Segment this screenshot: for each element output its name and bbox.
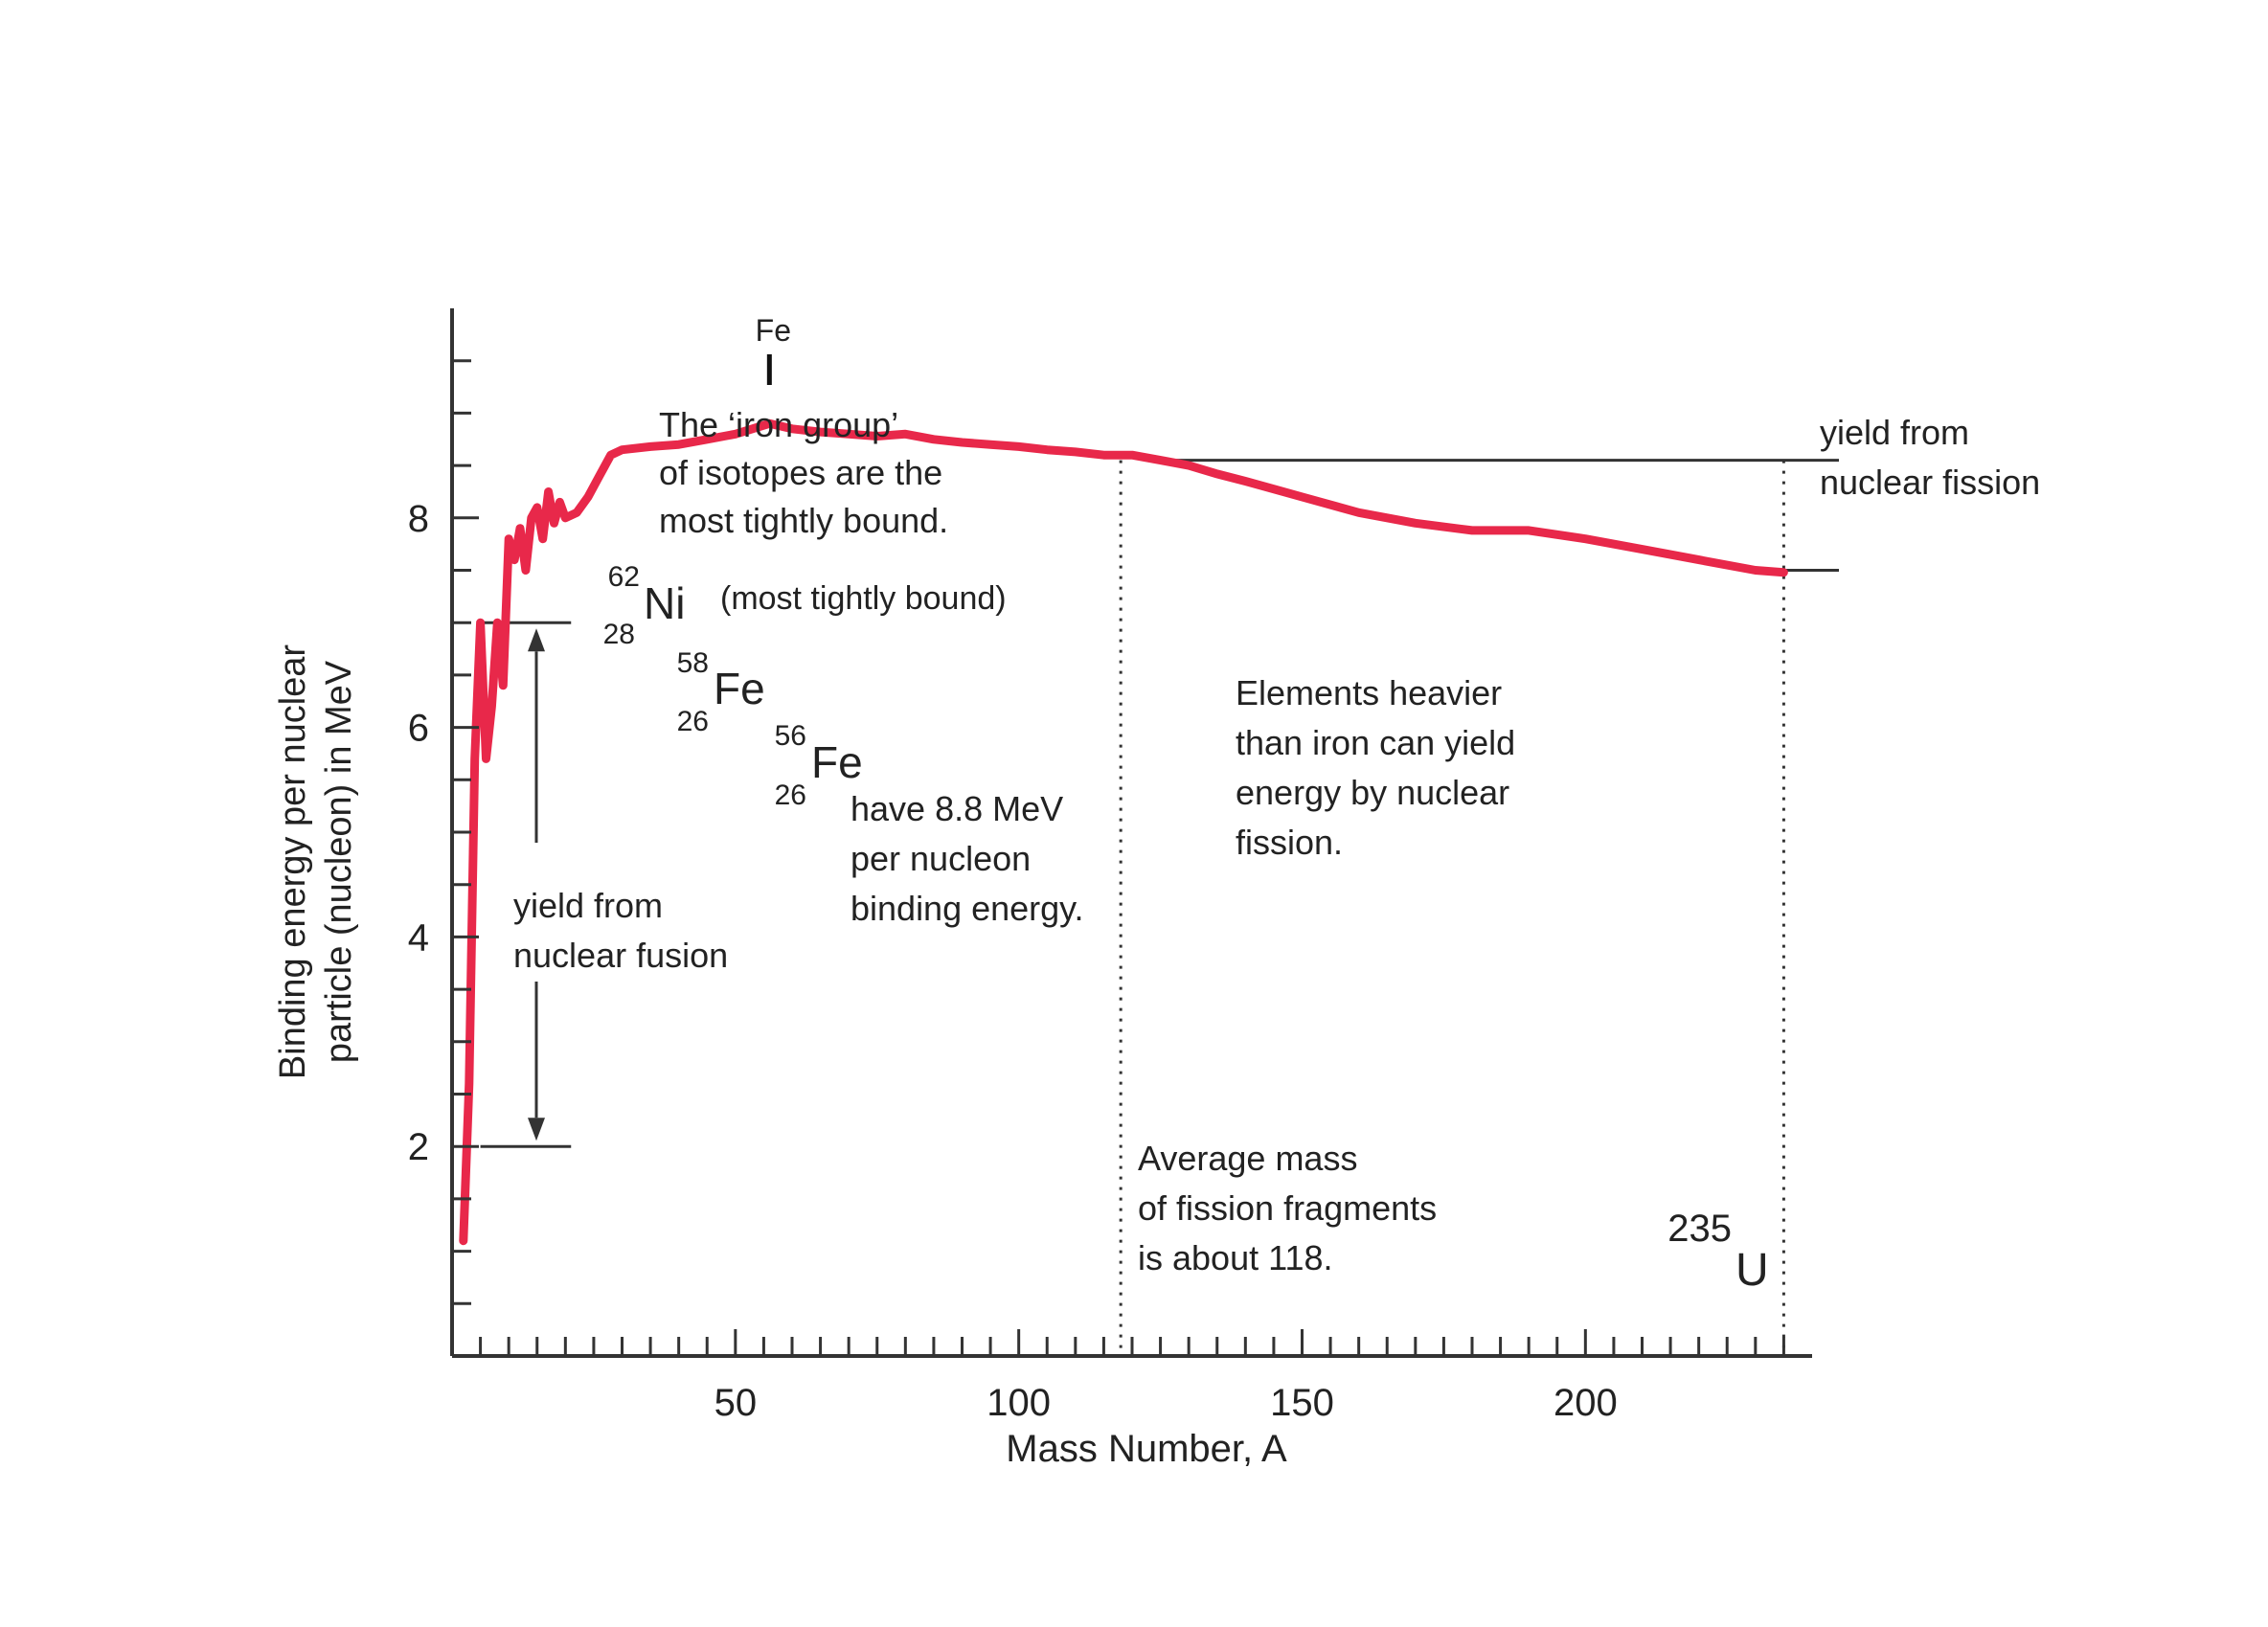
isotope-labels: 62 28 Ni (most tightly bound) 58 26 Fe 5… bbox=[603, 561, 1769, 1296]
annotation-line: The ‘iron group’ bbox=[659, 405, 898, 444]
reference-lines bbox=[480, 354, 1839, 1356]
isotope-symbol: Fe bbox=[714, 664, 765, 713]
y-tick-label: 6 bbox=[408, 708, 429, 750]
annotation-iron-group: The ‘iron group’ of isotopes are the most … bbox=[659, 405, 948, 540]
annotation-line: than iron can yield bbox=[1236, 723, 1515, 762]
annotation-heavier: Elements heavier than iron can yield energ… bbox=[1236, 673, 1515, 862]
x-tick-label: 200 bbox=[1554, 1382, 1618, 1424]
y-ticks: 2 4 6 8 bbox=[408, 359, 479, 1305]
annotation-line: per nucleon bbox=[850, 839, 1031, 878]
isotope-mass-number: 56 bbox=[775, 720, 806, 752]
annotation-line: of isotopes are the bbox=[659, 453, 942, 492]
annotation-line: fission. bbox=[1236, 823, 1343, 862]
isotope-fe-58: 58 26 Fe bbox=[677, 647, 765, 737]
binding-energy-curve bbox=[459, 418, 1788, 1246]
isotope-fe-56: 56 26 Fe bbox=[775, 720, 863, 811]
axes: 50 100 150 200 2 4 6 8 bbox=[408, 308, 1812, 1424]
annotation-line: nuclear fission bbox=[1820, 463, 2040, 502]
annotation-line: of fission fragments bbox=[1138, 1188, 1437, 1228]
annotation-fragments: Average mass of fission fragments is about… bbox=[1138, 1139, 1437, 1277]
annotation-fe-binding: have 8.8 MeV per nucleon binding energy. bbox=[850, 789, 1084, 928]
x-ticks: 50 100 150 200 bbox=[479, 1329, 1785, 1424]
fe-marker-label: Fe bbox=[756, 313, 791, 348]
isotope-ni-62: 62 28 Ni (most tightly bound) bbox=[603, 561, 1007, 650]
annotation-line: is about 118. bbox=[1138, 1238, 1332, 1277]
y-tick-label: 8 bbox=[408, 498, 429, 540]
curve-layer bbox=[459, 418, 1788, 1246]
x-tick-label: 100 bbox=[987, 1382, 1051, 1424]
fusion-arrowhead-down bbox=[528, 1118, 545, 1141]
isotope-symbol: Ni bbox=[644, 578, 685, 628]
y-axis-label: Binding energy per nuclear particle (nucl… bbox=[273, 644, 359, 1080]
annotation-fusion-yield: yield from nuclear fusion bbox=[513, 886, 728, 975]
x-tick-label: 50 bbox=[714, 1382, 758, 1424]
y-axis-label-line: Binding energy per nuclear bbox=[273, 644, 313, 1080]
fusion-arrowhead-up bbox=[528, 628, 545, 652]
isotope-symbol: Fe bbox=[811, 737, 863, 787]
isotope-note: (most tightly bound) bbox=[720, 580, 1007, 617]
isotope-atomic-number: 28 bbox=[603, 619, 635, 650]
isotope-mass-number: 62 bbox=[608, 561, 640, 593]
annotation-line: nuclear fusion bbox=[513, 936, 728, 975]
annotation-line: energy by nuclear bbox=[1236, 773, 1509, 812]
annotation-line: Elements heavier bbox=[1236, 673, 1502, 712]
annotation-line: have 8.8 MeV bbox=[850, 789, 1063, 828]
isotope-atomic-number: 26 bbox=[775, 780, 806, 811]
x-axis-label: Mass Number, A bbox=[1006, 1428, 1287, 1470]
annotation-line: yield from bbox=[1820, 413, 1969, 452]
labels: Mass Number, A Binding energy per nuclea… bbox=[273, 313, 1287, 1470]
annotation-fission-yield: yield from nuclear fission bbox=[1820, 413, 2040, 502]
x-tick-label: 150 bbox=[1270, 1382, 1334, 1424]
annotation-line: binding energy. bbox=[850, 889, 1084, 928]
annotations: The ‘iron group’ of isotopes are the most … bbox=[513, 405, 2040, 1277]
isotope-atomic-number: 26 bbox=[677, 706, 709, 737]
annotation-line: Average mass bbox=[1138, 1139, 1357, 1178]
annotation-line: most tightly bound. bbox=[659, 501, 948, 540]
y-tick-label: 2 bbox=[408, 1126, 429, 1168]
isotope-mass-number: 58 bbox=[677, 647, 709, 679]
annotation-line: yield from bbox=[513, 886, 663, 925]
uranium-label: 235 U bbox=[1667, 1208, 1768, 1296]
y-axis-label-line: particle (nucleon) in MeV bbox=[319, 660, 359, 1063]
uranium-symbol: U bbox=[1735, 1245, 1769, 1296]
uranium-mass-number: 235 bbox=[1667, 1208, 1732, 1250]
y-tick-label: 4 bbox=[408, 916, 429, 959]
